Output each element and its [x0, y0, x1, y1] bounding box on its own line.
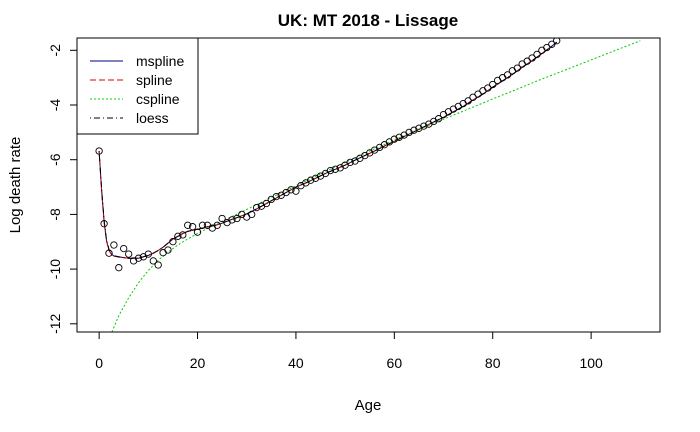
- data-point: [489, 80, 497, 89]
- data-point: [390, 135, 398, 143]
- x-tick-label: 60: [387, 355, 403, 371]
- chart-title: UK: MT 2018 - Lissage: [278, 11, 458, 30]
- data-point: [474, 90, 482, 98]
- x-tick-label: 20: [190, 355, 206, 371]
- data-point: [233, 214, 241, 223]
- data-point: [134, 254, 143, 262]
- data-point: [326, 166, 335, 175]
- x-tick-label: 80: [485, 355, 501, 371]
- data-point: [513, 64, 521, 72]
- data-point: [179, 231, 187, 239]
- data-point: [100, 220, 108, 228]
- data-point: [543, 43, 551, 52]
- data-point: [553, 38, 561, 45]
- data-point: [415, 124, 423, 132]
- data-point: [154, 261, 162, 269]
- data-point: [262, 199, 271, 208]
- legend-label-loess: loess: [136, 110, 169, 126]
- data-point: [479, 87, 487, 95]
- y-tick-label: -6: [47, 153, 63, 166]
- data-point: [346, 158, 354, 167]
- data-point: [307, 176, 315, 184]
- legend: mspline spline cspline loess: [76, 37, 199, 135]
- data-point: [203, 221, 212, 229]
- data-point: [120, 244, 128, 253]
- data-point: [144, 250, 152, 258]
- y-tick-label: -12: [47, 313, 63, 333]
- data-point: [508, 67, 517, 75]
- data-point: [434, 115, 443, 123]
- x-tick-label: 100: [579, 355, 603, 371]
- data-point: [503, 71, 512, 79]
- data-point: [287, 186, 295, 194]
- data-point: [484, 84, 492, 92]
- data-point: [410, 126, 418, 134]
- data-point: [272, 192, 280, 201]
- y-tick-label: -10: [47, 259, 63, 279]
- data-point: [469, 93, 477, 101]
- data-point: [533, 50, 541, 59]
- data-point: [159, 249, 167, 257]
- data-point: [95, 147, 103, 155]
- y-tick-label: -2: [47, 44, 63, 57]
- data-point: [169, 238, 177, 246]
- series-line-cspline: [111, 40, 641, 332]
- data-point: [184, 221, 192, 229]
- x-axis-label: Age: [355, 397, 382, 414]
- y-axis-label: Log death rate: [7, 137, 24, 234]
- data-point: [528, 54, 536, 62]
- data-point: [498, 74, 507, 82]
- data-point: [405, 128, 413, 137]
- data-point: [213, 221, 221, 229]
- data-point: [228, 216, 236, 224]
- data-point: [149, 257, 157, 265]
- data-point: [174, 232, 182, 240]
- legend-label-cspline: cspline: [136, 91, 180, 107]
- data-point: [198, 221, 207, 229]
- data-point: [395, 133, 403, 141]
- data-point: [115, 264, 123, 272]
- y-tick-label: -4: [47, 99, 63, 112]
- legend-label-spline: spline: [136, 72, 173, 88]
- data-point: [252, 203, 261, 212]
- data-point: [420, 122, 428, 130]
- data-point: [218, 214, 226, 223]
- data-point: [311, 174, 320, 182]
- data-point: [464, 97, 472, 105]
- data-point: [292, 187, 300, 195]
- y-tick-label: -8: [47, 208, 63, 221]
- data-point: [331, 165, 339, 173]
- legend-label-mspline: mspline: [136, 53, 184, 69]
- data-point: [188, 223, 197, 231]
- x-tick-label: 40: [288, 355, 304, 371]
- data-point: [548, 40, 556, 48]
- data-point: [125, 250, 133, 258]
- data-point: [164, 246, 172, 254]
- data-point: [193, 228, 202, 236]
- data-point: [538, 46, 546, 54]
- data-point: [248, 210, 256, 219]
- x-tick-label: 0: [95, 355, 103, 371]
- data-point: [110, 241, 118, 249]
- data-point: [105, 249, 113, 257]
